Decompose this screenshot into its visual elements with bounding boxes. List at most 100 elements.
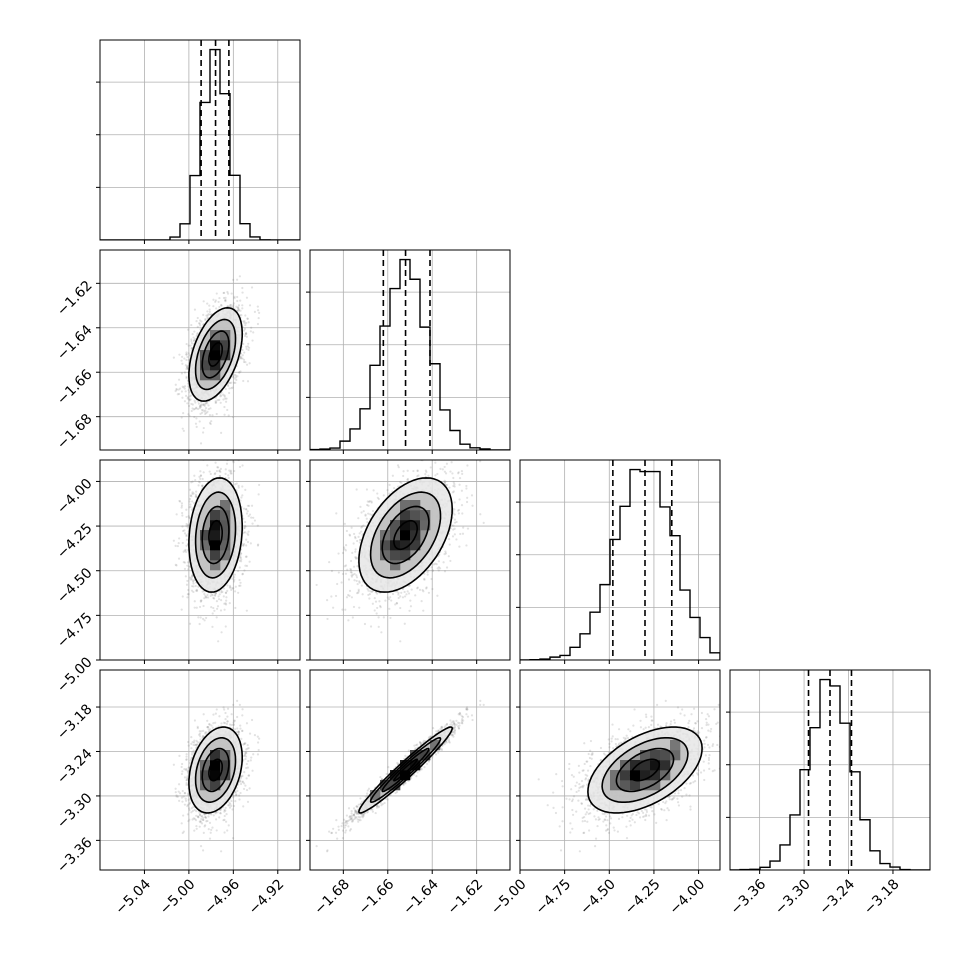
sample-point <box>185 366 189 369</box>
sample-point <box>245 544 248 547</box>
sample-point <box>256 544 260 547</box>
sample-point <box>216 466 219 469</box>
sample-point <box>198 420 201 423</box>
sample-point <box>181 525 184 528</box>
sample-point <box>204 409 207 412</box>
sample-point <box>230 381 233 384</box>
sample-point <box>206 402 209 405</box>
sample-point <box>256 524 259 527</box>
sample-point <box>192 336 195 339</box>
sample-point <box>178 499 181 503</box>
sample-point <box>245 335 248 338</box>
sample-point <box>223 291 226 294</box>
sample-point <box>189 505 192 508</box>
sample-point <box>198 622 201 626</box>
sample-point <box>180 390 184 393</box>
sample-point <box>239 584 242 587</box>
sample-point <box>188 500 191 503</box>
sample-point <box>242 329 246 332</box>
sample-point <box>245 564 249 567</box>
sample-point <box>188 576 192 579</box>
sample-point <box>178 353 181 356</box>
density-cell <box>210 350 221 361</box>
sample-point <box>242 342 245 346</box>
sample-point <box>211 625 214 628</box>
sample-point <box>183 385 187 388</box>
sample-point <box>256 322 260 326</box>
sample-point <box>226 305 229 308</box>
sample-point <box>203 404 206 407</box>
sample-point <box>184 394 188 397</box>
sample-point <box>181 385 184 388</box>
sample-point <box>243 320 246 323</box>
sample-point <box>193 338 196 342</box>
sample-point <box>186 366 189 369</box>
histogram-step <box>310 258 510 450</box>
sample-point <box>202 300 205 303</box>
sample-point <box>224 400 228 403</box>
sample-point <box>205 616 208 620</box>
sample-point <box>223 394 226 397</box>
sample-point <box>230 292 233 295</box>
sample-point <box>244 531 247 534</box>
sample-point <box>227 384 230 388</box>
sample-point <box>183 357 186 360</box>
sample-point <box>231 577 234 580</box>
sample-point <box>192 579 195 582</box>
sample-point <box>243 569 246 572</box>
sample-point <box>232 587 235 590</box>
sample-point <box>234 483 237 486</box>
sample-point <box>208 310 211 314</box>
sample-point <box>236 306 239 309</box>
sample-point <box>241 572 244 575</box>
sample-point <box>214 592 217 595</box>
sample-point <box>241 494 244 497</box>
sample-point <box>183 529 186 532</box>
sample-point <box>175 388 178 391</box>
sample-point <box>189 344 192 347</box>
sample-point <box>229 469 233 472</box>
sample-point <box>204 319 207 322</box>
sample-point <box>180 608 183 611</box>
sample-point <box>191 574 194 577</box>
sample-point <box>245 347 248 350</box>
sample-point <box>246 345 249 348</box>
sample-point <box>181 595 184 598</box>
sample-point <box>237 309 240 312</box>
sample-point <box>186 526 189 529</box>
sample-point <box>246 317 249 320</box>
sample-point <box>222 296 226 300</box>
sample-point <box>199 470 202 473</box>
sample-point <box>246 510 249 513</box>
sample-point <box>226 408 229 412</box>
sample-point <box>181 362 184 365</box>
sample-point <box>226 383 229 386</box>
sample-point <box>241 286 244 290</box>
sample-point <box>190 323 193 327</box>
sample-point <box>247 530 250 533</box>
sample-point <box>237 484 240 487</box>
sample-point <box>228 387 231 390</box>
sample-point <box>241 357 244 360</box>
sample-point <box>248 513 252 516</box>
sample-point <box>246 380 250 383</box>
sample-point <box>188 404 191 408</box>
contour-line <box>208 341 223 367</box>
sample-point <box>235 482 238 485</box>
sample-point <box>223 405 226 409</box>
sample-point <box>188 414 191 417</box>
sample-point <box>191 492 194 495</box>
sample-point <box>178 392 181 396</box>
sample-point <box>187 514 190 518</box>
sample-point <box>250 326 253 329</box>
sample-point <box>207 404 210 407</box>
sample-point <box>193 399 196 402</box>
sample-point <box>213 593 217 597</box>
sample-point <box>200 320 203 323</box>
sample-point <box>183 371 187 374</box>
sample-point <box>190 481 193 484</box>
sample-point <box>195 495 198 498</box>
sample-point <box>218 469 221 473</box>
sample-point <box>178 537 181 540</box>
sample-point <box>218 296 221 300</box>
